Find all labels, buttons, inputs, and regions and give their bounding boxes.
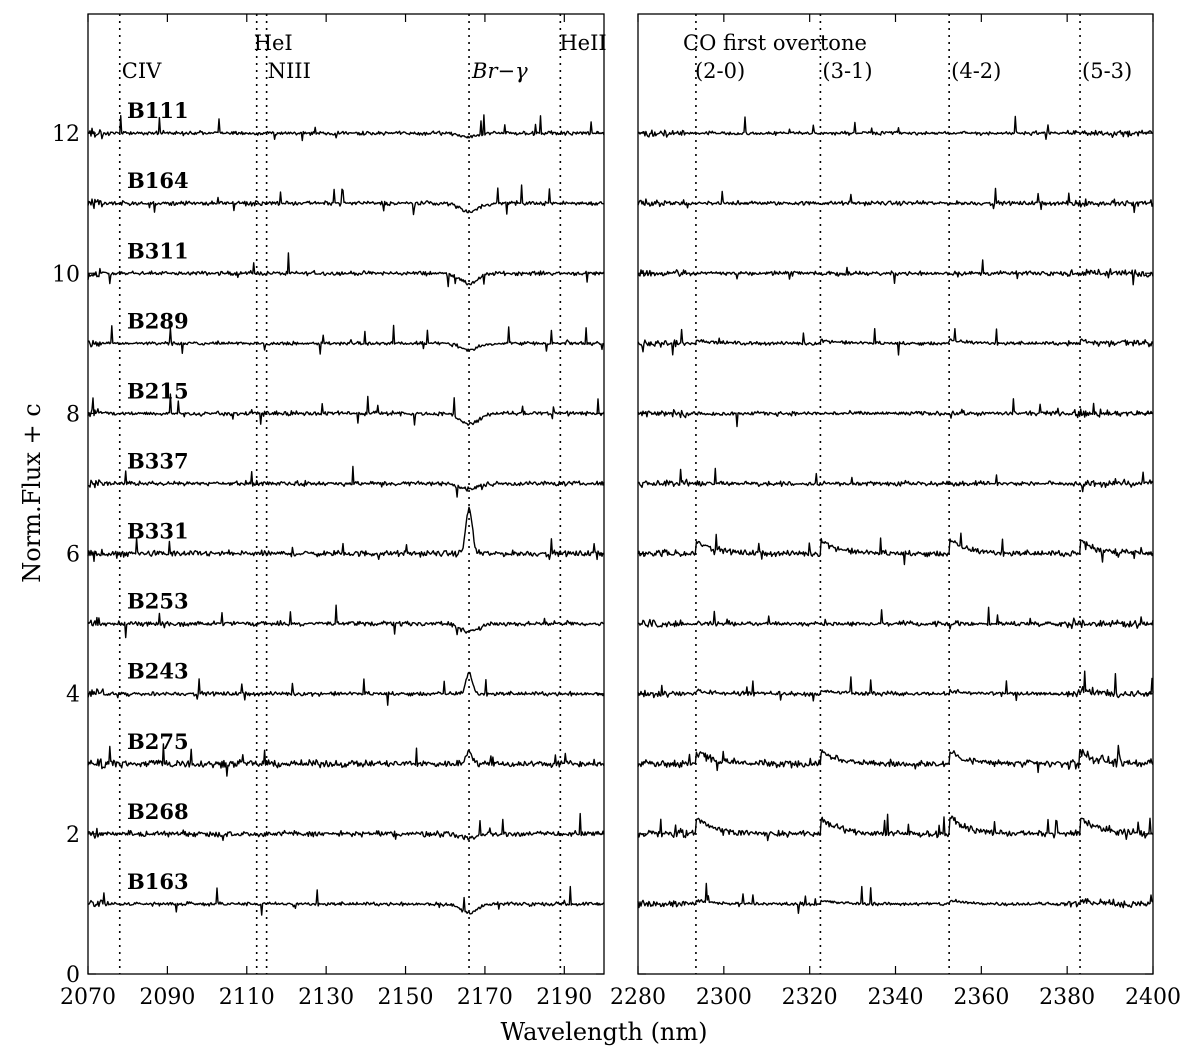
x-tick-label: 2400	[1125, 985, 1181, 1010]
series-label: B253	[127, 589, 189, 614]
series-label: B311	[127, 238, 189, 263]
spectrum-b253-right	[638, 606, 1154, 630]
spectrum-b275-left	[87, 743, 605, 777]
series-label: B275	[127, 729, 189, 754]
line-label: HeI	[254, 31, 293, 55]
line-label: (5-3)	[1082, 59, 1132, 83]
spectrum-b243-left	[87, 671, 605, 706]
line-label: Br−γ	[471, 59, 528, 83]
y-tick-label: 4	[66, 683, 80, 708]
y-tick-label: 10	[52, 262, 80, 287]
y-tick-label: 2	[66, 823, 80, 848]
spectrum-b331-left	[87, 506, 605, 562]
series-label: B268	[127, 799, 189, 824]
spectrum-b268-left	[87, 812, 605, 842]
line-label: (2-0)	[695, 59, 745, 83]
spectrum-b331-right	[637, 532, 1154, 566]
series-label: B215	[127, 378, 189, 403]
y-tick-label: 8	[66, 402, 80, 427]
line-label: HeII	[559, 31, 606, 55]
series-label: B331	[127, 519, 189, 544]
line-label: (3-1)	[822, 59, 872, 83]
series-label: B243	[127, 659, 189, 684]
reference-lines-layer	[118, 14, 1081, 974]
x-tick-label: 2170	[457, 985, 513, 1010]
x-tick-label: 2070	[60, 985, 116, 1010]
spectrum-b337-right	[637, 467, 1154, 493]
spectrum-b215-left	[87, 393, 605, 426]
ticks-layer: 2070 2090 2110 2130 2150 2170 2190 0 2 4 6 8 10 12 228…	[52, 14, 1181, 1010]
x-tick-label: 2360	[953, 985, 1009, 1010]
spectrum-b243-right	[637, 670, 1154, 702]
series-label: B289	[127, 308, 189, 333]
spectrum-b289-right	[637, 328, 1154, 356]
line-label: NIII	[268, 59, 311, 83]
x-tick-label: 2300	[696, 985, 752, 1010]
spectrum-b289-left	[88, 324, 605, 355]
y-axis-label: Norm.Flux + c	[18, 403, 46, 582]
x-tick-label: 2130	[298, 985, 354, 1010]
x-tick-label: 2340	[868, 985, 924, 1010]
series-label: B163	[127, 869, 189, 894]
x-axis-label: Wavelength (nm)	[500, 1018, 707, 1046]
y-tick-label: 6	[66, 543, 80, 568]
spectrum-b337-left	[88, 465, 605, 498]
series-label: B111	[127, 98, 189, 123]
spectra-layer	[87, 114, 1154, 916]
text-layer: CIV HeI NIII Br−γ HeII (2-0) (3-1) (4-2) (5-3) CO…	[122, 31, 1132, 894]
x-tick-label: 2190	[536, 985, 592, 1010]
spectrum-b111-left	[87, 114, 605, 142]
x-tick-label: 2150	[378, 985, 434, 1010]
series-label: B164	[127, 168, 189, 193]
spectrum-b164-right	[637, 187, 1154, 214]
spectrum-b311-right	[637, 259, 1154, 286]
axes-frame-left	[87, 13, 605, 975]
spectrum-b268-right	[637, 813, 1154, 842]
x-tick-label: 2280	[610, 985, 666, 1010]
x-tick-label: 2110	[219, 985, 275, 1010]
series-label: B337	[127, 448, 189, 473]
co-header: CO first overtone	[683, 31, 867, 55]
y-tick-label: 12	[52, 122, 80, 147]
spectrum-b215-right	[637, 398, 1154, 428]
x-tick-label: 2320	[782, 985, 838, 1010]
spectrum-b311-left	[87, 252, 605, 288]
spectrum-b253-left	[87, 604, 605, 639]
spectrum-b111-right	[637, 115, 1154, 141]
spectrum-b163-right	[637, 882, 1154, 914]
x-tick-label: 2380	[1039, 985, 1095, 1010]
x-tick-label: 2090	[139, 985, 195, 1010]
spectrum-b275-right	[637, 744, 1154, 774]
line-label: (4-2)	[951, 59, 1001, 83]
spectrum-b164-left	[87, 184, 605, 216]
line-label: CIV	[122, 59, 162, 83]
spectrum-b163-left	[87, 885, 605, 916]
y-tick-label: 0	[66, 963, 80, 988]
